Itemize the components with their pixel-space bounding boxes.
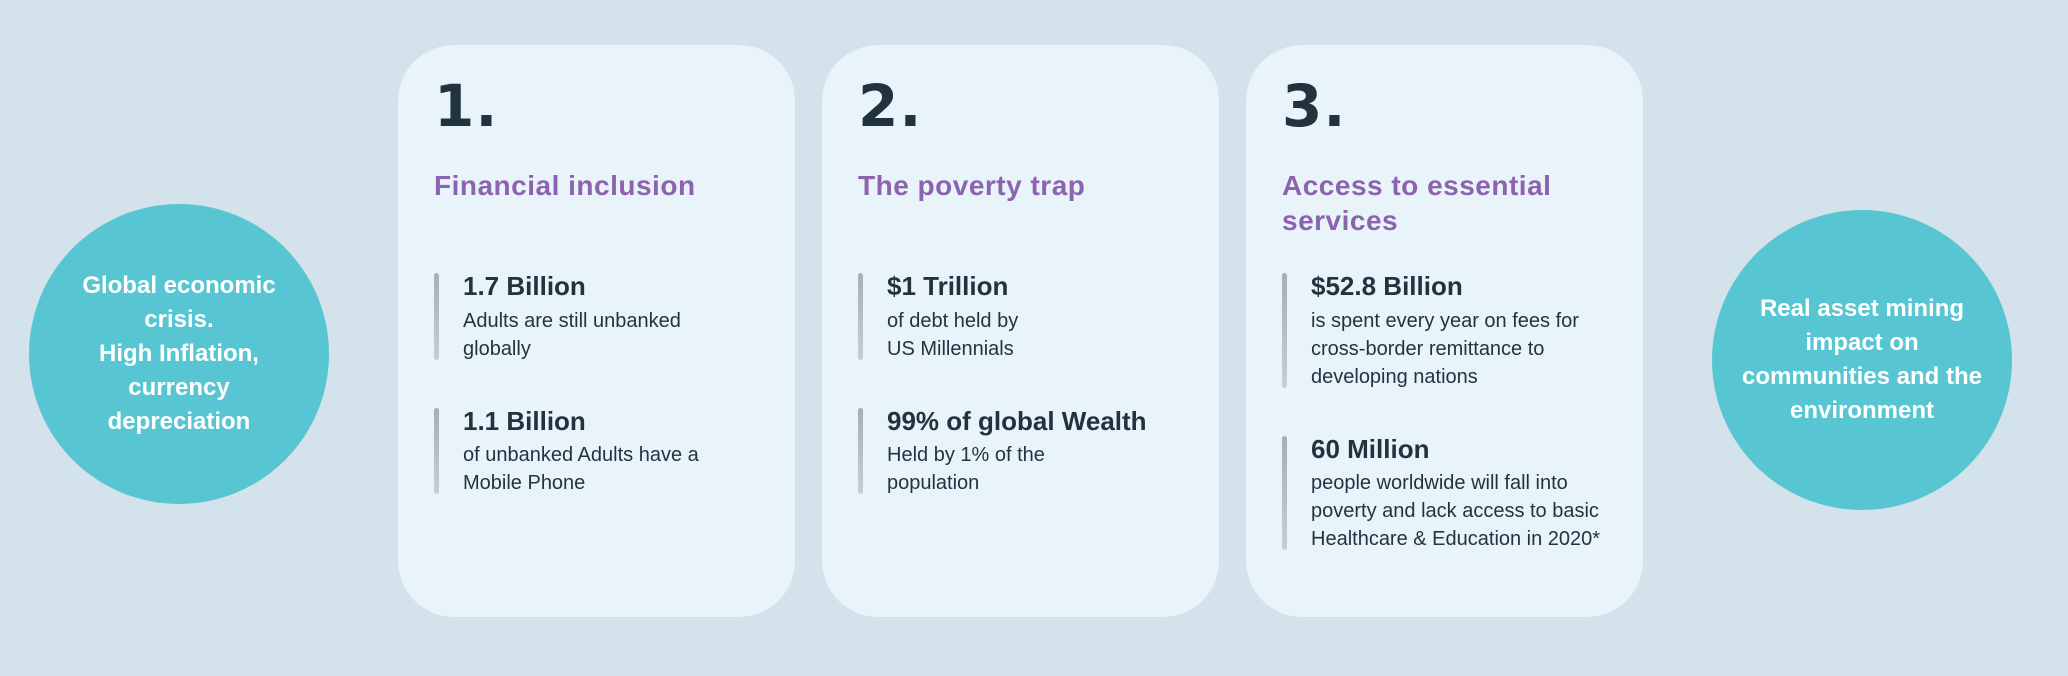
stat-description: Adults are still unbanked globally [463, 309, 681, 360]
stat-description: people worldwide will fall into poverty … [1311, 472, 1601, 550]
card-essential-services: 3. Access to essential services $52.8 Bi… [1246, 45, 1643, 617]
stat-accent-bar [858, 407, 863, 494]
card-financial-inclusion: 1. Financial inclusion 1.7 Billion Adult… [398, 45, 795, 617]
stats-list: $52.8 Billion is spent every year on fee… [1282, 270, 1615, 553]
stat-text: 1.1 Billion of unbanked Adults have a Mo… [463, 405, 699, 498]
stat-description: of unbanked Adults have a Mobile Phone [463, 444, 699, 494]
cards-row: 1. Financial inclusion 1.7 Billion Adult… [398, 45, 1643, 617]
stat-text: 1.7 Billion Adults are still unbanked gl… [463, 270, 681, 363]
stat-description: is spent every year on fees for cross-bo… [1311, 309, 1579, 388]
stats-list: $1 Trillion of debt held by US Millennia… [858, 270, 1191, 497]
stat-value: 60 Million [1311, 433, 1430, 464]
stat-unbanked-mobile: 1.1 Billion of unbanked Adults have a Mo… [434, 405, 767, 498]
stat-text: $1 Trillion of debt held by US Millennia… [887, 270, 1018, 363]
stat-poverty-forecast: 60 Million people worldwide will fall in… [1282, 433, 1615, 554]
stat-description: Held by 1% of the population [887, 444, 1045, 494]
stat-value: $1 Trillion [887, 271, 1009, 301]
left-circle: Global economic crisis. High Inflation, … [29, 204, 329, 504]
left-circle-text: Global economic crisis. High Inflation, … [82, 271, 276, 436]
stat-accent-bar [1282, 273, 1287, 388]
stat-wealth-concentration: 99% of global Wealth Held by 1% of the p… [858, 405, 1191, 498]
stat-value: 99% of global Wealth [887, 405, 1147, 436]
right-circle: Real asset mining impact on communities … [1712, 210, 2012, 510]
stat-value: $52.8 Billion [1311, 271, 1463, 301]
stat-description: of debt held by US Millennials [887, 309, 1019, 360]
stat-value: 1.7 Billion [463, 271, 586, 301]
stat-text: $52.8 Billion is spent every year on fee… [1311, 270, 1579, 391]
stats-list: 1.7 Billion Adults are still unbanked gl… [434, 270, 767, 497]
stat-text: 60 Million people worldwide will fall in… [1311, 433, 1600, 554]
stat-accent-bar [434, 407, 439, 494]
stat-text: 99% of global Wealth Held by 1% of the p… [887, 405, 1147, 498]
stat-value: 1.1 Billion [463, 405, 586, 436]
card-title: The poverty trap [858, 169, 1086, 201]
stat-accent-bar [858, 273, 863, 360]
right-circle-text: Real asset mining impact on communities … [1741, 294, 1983, 425]
stat-accent-bar [434, 273, 439, 360]
stat-unbanked-adults: 1.7 Billion Adults are still unbanked gl… [434, 270, 767, 363]
card-title: Financial inclusion [434, 169, 696, 201]
card-number: 2. [858, 72, 923, 140]
stat-accent-bar [1282, 435, 1287, 550]
stat-millennial-debt: $1 Trillion of debt held by US Millennia… [858, 270, 1191, 363]
card-number: 3. [1282, 72, 1347, 140]
stat-remittance-fees: $52.8 Billion is spent every year on fee… [1282, 270, 1615, 391]
card-number: 1. [434, 72, 499, 140]
card-poverty-trap: 2. The poverty trap $1 Trillion of debt … [822, 45, 1219, 617]
card-title: Access to essential services [1282, 169, 1552, 236]
